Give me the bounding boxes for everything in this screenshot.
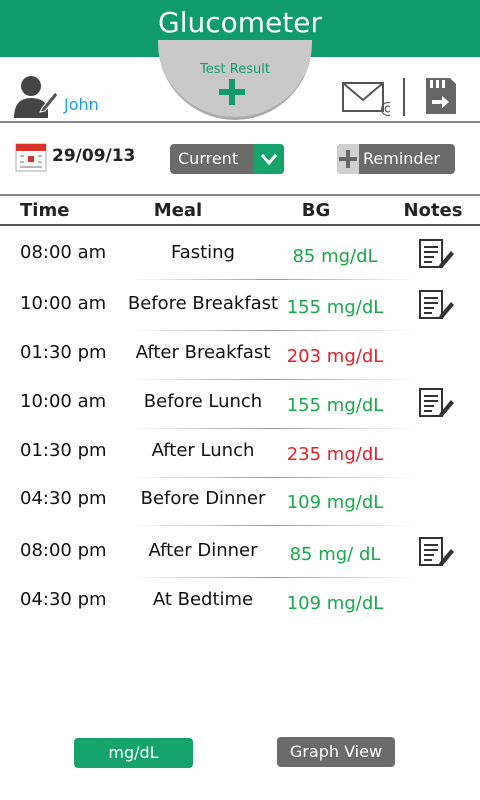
bg-cell: 155 mg/dL xyxy=(286,297,384,318)
time-cell: 10:00 am xyxy=(20,391,107,412)
time-cell: 01:30 pm xyxy=(20,440,107,461)
meal-cell: Before Lunch xyxy=(143,391,263,412)
bg-cell: 203 mg/dL xyxy=(286,346,384,367)
meal-cell: Before Breakfast xyxy=(127,293,279,314)
column-header: BG xyxy=(301,200,331,221)
app-title: Glucometer xyxy=(158,6,322,39)
meal-cell: After Lunch xyxy=(151,440,255,461)
bg-cell: 155 mg/dL xyxy=(286,395,384,416)
row-separator xyxy=(130,330,415,331)
row-separator xyxy=(130,379,415,380)
time-cell: 08:00 am xyxy=(20,242,107,263)
reminder-plus xyxy=(337,144,359,174)
meal-cell: Before Dinner xyxy=(140,488,266,509)
unit-button[interactable]: mg/dL xyxy=(74,738,193,768)
note-icon[interactable] xyxy=(418,289,454,321)
meal-cell: After Breakfast xyxy=(135,342,271,363)
dropdown-label: Current xyxy=(178,149,239,168)
time-cell: 10:00 am xyxy=(20,293,107,314)
reminder-button[interactable]: Reminder xyxy=(337,144,455,174)
row-separator xyxy=(130,428,415,429)
plus-icon xyxy=(219,79,245,105)
meal-cell: Fasting xyxy=(170,242,235,263)
divider xyxy=(403,78,405,116)
row-separator xyxy=(130,477,415,478)
divider-line xyxy=(0,194,480,196)
row-separator xyxy=(130,577,415,578)
meal-cell: After Dinner xyxy=(148,540,258,561)
time-cell: 08:00 pm xyxy=(20,540,107,561)
divider-line xyxy=(0,121,480,123)
note-icon[interactable] xyxy=(418,387,454,419)
reminder-label: Reminder xyxy=(363,149,440,168)
graph-view-button[interactable]: Graph View xyxy=(277,737,395,767)
time-cell: 01:30 pm xyxy=(20,342,107,363)
note-icon[interactable] xyxy=(418,238,454,270)
row-separator xyxy=(130,525,415,526)
meal-cell: At Bedtime xyxy=(152,589,254,610)
test-result-label: Test Result xyxy=(200,62,270,77)
bg-cell: 85 mg/ dL xyxy=(289,544,381,565)
note-icon[interactable] xyxy=(418,536,454,568)
column-header: Time xyxy=(20,200,70,221)
user-name[interactable]: John xyxy=(64,95,99,114)
user-icon xyxy=(14,76,58,118)
bg-cell: 85 mg/dL xyxy=(292,246,378,267)
dropdown-arrow xyxy=(254,144,284,174)
mail-icon[interactable]: @ xyxy=(342,80,390,116)
bg-cell: 109 mg/dL xyxy=(286,492,384,513)
bg-cell: 235 mg/dL xyxy=(286,444,384,465)
row-separator xyxy=(130,279,415,280)
svg-text:@: @ xyxy=(380,98,390,116)
time-cell: 04:30 pm xyxy=(20,488,107,509)
period-dropdown[interactable]: Current xyxy=(170,144,284,174)
time-cell: 04:30 pm xyxy=(20,589,107,610)
column-header: Notes xyxy=(403,200,463,221)
bg-cell: 109 mg/dL xyxy=(286,593,384,614)
date-label[interactable]: 29/09/13 xyxy=(52,146,136,166)
sd-card-icon[interactable] xyxy=(424,76,458,116)
header-underline xyxy=(0,224,480,226)
calendar-icon[interactable] xyxy=(15,140,47,172)
column-header: Meal xyxy=(153,200,203,221)
